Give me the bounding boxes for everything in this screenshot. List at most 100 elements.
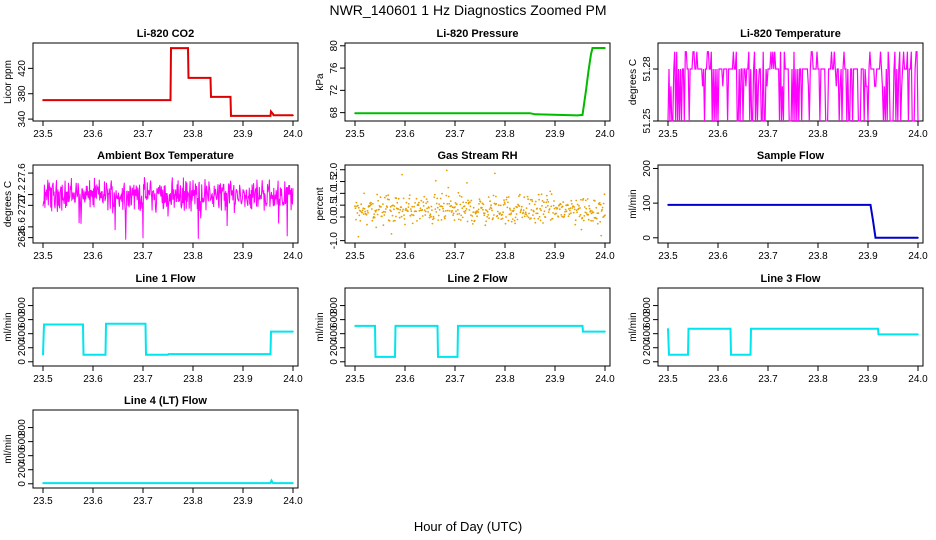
data-point bbox=[578, 215, 581, 218]
y-tick-label: 0 bbox=[329, 359, 340, 365]
data-point bbox=[587, 70, 590, 72]
plot-frame bbox=[657, 164, 924, 244]
data-point bbox=[575, 209, 578, 212]
data-point bbox=[590, 53, 592, 55]
data-point bbox=[555, 206, 557, 209]
x-tick-label: 23.7 bbox=[758, 129, 778, 140]
data-point bbox=[535, 212, 538, 215]
data-point bbox=[415, 210, 417, 213]
data-point bbox=[495, 202, 498, 205]
plot-frame bbox=[344, 287, 611, 367]
data-point bbox=[540, 193, 543, 196]
x-tick-label: 23.5 bbox=[33, 496, 53, 507]
y-tick-label: 0 bbox=[642, 359, 653, 365]
data-point bbox=[105, 323, 107, 325]
plot-frame bbox=[657, 287, 924, 367]
y-axis-label: degrees C bbox=[3, 181, 14, 227]
data-point bbox=[511, 218, 514, 221]
data-point bbox=[403, 214, 405, 217]
y-axis-label: degrees C bbox=[628, 59, 639, 105]
data-point bbox=[550, 205, 553, 208]
data-point bbox=[426, 200, 429, 203]
data-point bbox=[457, 191, 460, 194]
data-point bbox=[595, 217, 598, 220]
data-point bbox=[438, 203, 440, 206]
data-point bbox=[397, 197, 400, 200]
data-point bbox=[437, 356, 439, 358]
data-point bbox=[539, 219, 542, 222]
data-point bbox=[466, 220, 469, 223]
x-tick-label: 23.8 bbox=[808, 374, 828, 385]
data-point bbox=[270, 330, 272, 333]
data-point bbox=[453, 219, 456, 222]
y-axis-label: ml/min bbox=[628, 312, 639, 341]
panel-2: Li-820 Pressure kPa 23.5 23.6 23.7 23.8 23.9 24… bbox=[315, 28, 615, 140]
data-point bbox=[422, 205, 425, 207]
data-point bbox=[404, 223, 406, 226]
series-line bbox=[667, 51, 919, 122]
data-point bbox=[374, 325, 376, 327]
x-tick-label: 23.7 bbox=[758, 374, 778, 385]
data-point bbox=[424, 214, 427, 216]
data-point bbox=[373, 213, 376, 216]
data-point bbox=[410, 210, 413, 213]
x-tick-label: 23.8 bbox=[183, 496, 203, 507]
data-point bbox=[408, 194, 411, 197]
data-point bbox=[370, 201, 372, 204]
data-point bbox=[529, 112, 531, 114]
data-point bbox=[463, 210, 465, 213]
data-point bbox=[569, 207, 572, 210]
data-point bbox=[592, 211, 595, 214]
data-point bbox=[392, 220, 395, 222]
panel-3: Li-820 Temperature degrees C 23.5 23.6 23.7 2… bbox=[628, 28, 928, 140]
data-point bbox=[523, 196, 526, 199]
x-tick-label: 23.9 bbox=[233, 496, 253, 507]
data-point bbox=[598, 203, 601, 206]
data-point bbox=[355, 218, 357, 221]
data-point bbox=[443, 202, 445, 205]
x-tick-label: 23.6 bbox=[708, 374, 728, 385]
x-tick-label: 23.8 bbox=[183, 129, 203, 140]
data-point bbox=[544, 216, 547, 219]
x-tick-label: 23.6 bbox=[83, 374, 103, 385]
data-point bbox=[447, 195, 450, 198]
y-axis-label: kPa bbox=[315, 73, 326, 91]
data-point bbox=[547, 211, 550, 214]
data-point bbox=[407, 203, 410, 205]
x-tick-label: 23.6 bbox=[83, 496, 103, 507]
data-point bbox=[401, 210, 404, 213]
data-point bbox=[82, 323, 84, 326]
y-tick-label: 800 bbox=[17, 419, 28, 436]
data-point bbox=[601, 208, 603, 211]
data-point bbox=[442, 210, 445, 213]
data-point bbox=[507, 196, 510, 198]
data-point bbox=[448, 202, 451, 205]
data-point bbox=[394, 356, 396, 358]
data-point bbox=[594, 200, 596, 202]
y-tick-label: 420 bbox=[17, 60, 28, 77]
y-axis-label: ml/min bbox=[315, 312, 326, 341]
data-point bbox=[442, 207, 444, 210]
data-point bbox=[537, 217, 540, 220]
data-point bbox=[456, 356, 459, 358]
data-point bbox=[428, 216, 431, 219]
data-point bbox=[449, 200, 452, 203]
data-point bbox=[377, 199, 379, 202]
data-point bbox=[425, 202, 428, 205]
data-point bbox=[446, 203, 449, 205]
data-point bbox=[567, 204, 569, 207]
data-point bbox=[504, 222, 507, 225]
data-point bbox=[573, 208, 576, 211]
y-tick-label: 400 bbox=[329, 325, 340, 342]
x-tick-label: 24.0 bbox=[595, 251, 615, 262]
data-point bbox=[585, 89, 587, 92]
data-point bbox=[364, 210, 366, 213]
data-point bbox=[917, 237, 919, 239]
x-tick-label: 24.0 bbox=[908, 374, 928, 385]
y-tick-label: 2.0 bbox=[329, 162, 340, 176]
data-point bbox=[495, 195, 497, 198]
data-point bbox=[597, 212, 600, 215]
x-tick-label: 23.5 bbox=[658, 251, 678, 262]
data-point bbox=[373, 216, 376, 219]
series-line bbox=[667, 327, 918, 356]
